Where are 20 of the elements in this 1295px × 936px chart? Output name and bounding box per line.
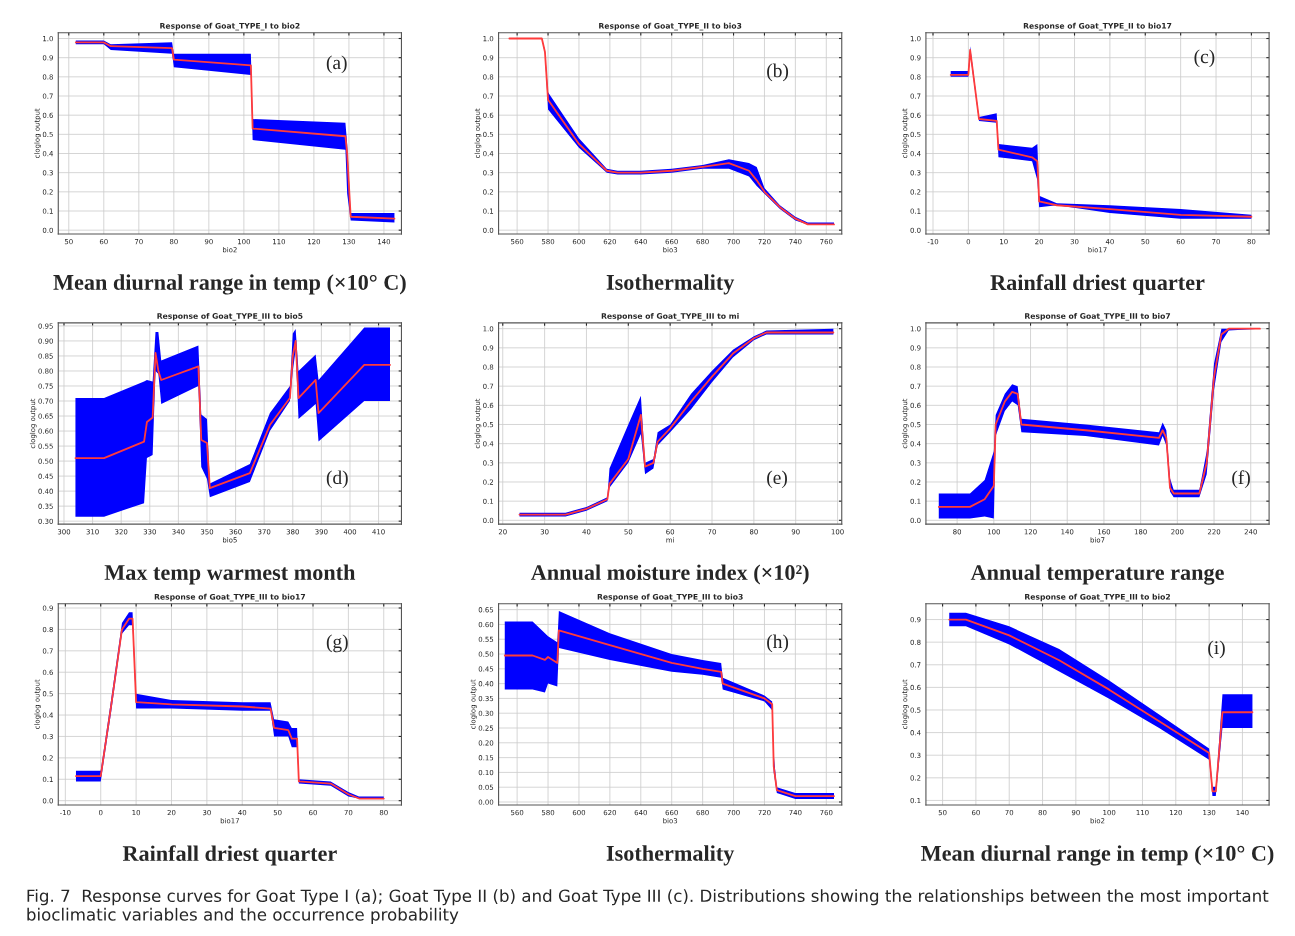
annotation: (c) — [1194, 49, 1215, 68]
annotation: (b) — [767, 63, 789, 82]
text: Rainfall driest quarter — [990, 274, 1205, 295]
text: Annual temperature range — [970, 564, 1224, 585]
text: Annual moisture index (×10²) — [530, 564, 809, 585]
line-series — [74, 340, 391, 490]
text: Rainfall driest quarter — [122, 845, 337, 866]
annotation: (i) — [1208, 640, 1225, 659]
text: Isothermality — [606, 274, 735, 295]
text: Mean diurnal range in temp (×10° C) — [53, 274, 406, 295]
annotation: (d) — [326, 470, 348, 489]
text: Isothermality — [606, 845, 735, 866]
caption: Fig. 7 Response curves for Goat Type I (a); Goat Type II (b) and Goat Type III (c). Distributions showing the relationships between the most important bioclimatic variables and the occurrence probability — [27, 889, 1269, 924]
annotation: (a) — [326, 55, 347, 74]
text: Mean diurnal range in temp (×10° C) — [921, 845, 1274, 866]
annotation: (h) — [767, 634, 789, 653]
text: Max temp warmest month — [104, 564, 356, 585]
annotation: (f) — [1232, 470, 1250, 489]
annotation: (e) — [767, 470, 787, 489]
annotation: (g) — [326, 634, 348, 653]
